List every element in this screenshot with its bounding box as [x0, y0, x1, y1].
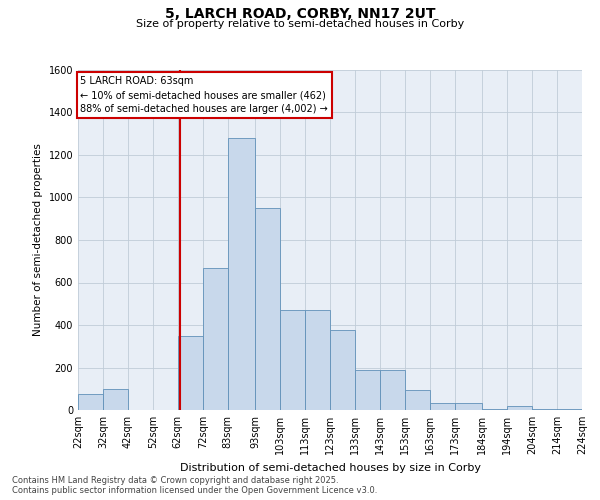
Bar: [455, 402, 482, 410]
Text: Contains HM Land Registry data © Crown copyright and database right 2025.
Contai: Contains HM Land Registry data © Crown c…: [12, 476, 377, 495]
Bar: [507, 406, 532, 410]
Bar: [430, 402, 455, 410]
Bar: [78, 394, 103, 410]
Bar: [280, 310, 305, 410]
Bar: [330, 330, 355, 410]
Text: 5, LARCH ROAD, CORBY, NN17 2UT: 5, LARCH ROAD, CORBY, NN17 2UT: [165, 8, 435, 22]
Bar: [103, 389, 128, 410]
Bar: [228, 138, 255, 410]
Bar: [532, 409, 557, 410]
Bar: [305, 310, 330, 410]
X-axis label: Distribution of semi-detached houses by size in Corby: Distribution of semi-detached houses by …: [179, 462, 481, 472]
Bar: [482, 409, 507, 410]
Bar: [405, 390, 430, 410]
Text: 5 LARCH ROAD: 63sqm
← 10% of semi-detached houses are smaller (462)
88% of semi-: 5 LARCH ROAD: 63sqm ← 10% of semi-detach…: [80, 76, 328, 114]
Bar: [380, 370, 405, 410]
Bar: [255, 208, 280, 410]
Y-axis label: Number of semi-detached properties: Number of semi-detached properties: [33, 144, 43, 336]
Bar: [178, 336, 203, 410]
Bar: [557, 409, 582, 410]
Bar: [203, 268, 228, 410]
Text: Size of property relative to semi-detached houses in Corby: Size of property relative to semi-detach…: [136, 19, 464, 29]
Bar: [355, 370, 380, 410]
